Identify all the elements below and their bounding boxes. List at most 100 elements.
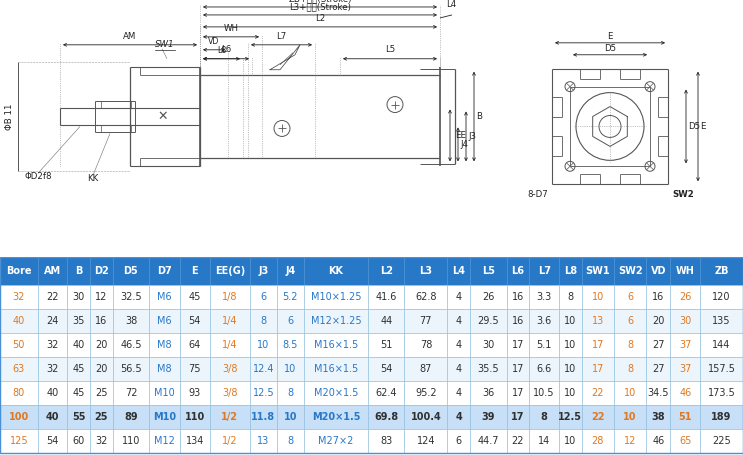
Text: 16: 16 <box>95 316 108 326</box>
Text: 1/8: 1/8 <box>222 292 238 302</box>
Bar <box>304 381 368 405</box>
Text: 77: 77 <box>420 316 432 326</box>
Text: J4: J4 <box>285 266 295 276</box>
Bar <box>447 333 470 357</box>
Text: 30: 30 <box>482 340 495 350</box>
Bar <box>559 285 582 309</box>
Text: SW1: SW1 <box>585 266 610 276</box>
Text: M6: M6 <box>158 292 172 302</box>
Bar <box>210 357 250 381</box>
Bar <box>368 333 404 357</box>
Text: 11.8: 11.8 <box>251 412 276 422</box>
Bar <box>304 309 368 333</box>
Text: 65: 65 <box>679 436 692 446</box>
Text: 8: 8 <box>541 412 548 422</box>
Text: L6: L6 <box>511 266 525 276</box>
Text: 12.5: 12.5 <box>253 388 274 398</box>
Bar <box>507 285 529 309</box>
Bar <box>304 405 368 429</box>
Bar <box>529 405 559 429</box>
Bar <box>614 405 646 429</box>
Text: VD: VD <box>208 37 220 46</box>
Bar <box>113 333 149 357</box>
Bar <box>614 357 646 381</box>
Text: 110: 110 <box>122 436 140 446</box>
Text: 16: 16 <box>512 316 524 326</box>
Text: 157.5: 157.5 <box>707 364 736 374</box>
Bar <box>277 405 304 429</box>
Text: 100.4: 100.4 <box>411 412 441 422</box>
Bar <box>90 381 113 405</box>
Text: 54: 54 <box>380 364 392 374</box>
Text: 38: 38 <box>652 412 665 422</box>
Text: 46: 46 <box>652 436 664 446</box>
Bar <box>113 381 149 405</box>
Text: ZB: ZB <box>714 266 729 276</box>
Bar <box>277 309 304 333</box>
Bar <box>529 381 559 405</box>
Text: 87: 87 <box>420 364 432 374</box>
Text: 6.6: 6.6 <box>536 364 552 374</box>
Text: ΦD2f8: ΦD2f8 <box>25 172 52 181</box>
Text: 69.8: 69.8 <box>374 412 398 422</box>
Bar <box>277 381 304 405</box>
Text: 12.5: 12.5 <box>558 412 583 422</box>
Text: 110: 110 <box>185 412 205 422</box>
Bar <box>67 257 90 285</box>
Text: L7: L7 <box>538 266 551 276</box>
Text: 8: 8 <box>260 316 267 326</box>
Text: M10×1.25: M10×1.25 <box>311 292 361 302</box>
Text: M8: M8 <box>158 364 172 374</box>
Bar <box>0 309 38 333</box>
Text: 4: 4 <box>455 364 462 374</box>
Bar <box>0 257 38 285</box>
Text: 1/4: 1/4 <box>222 316 238 326</box>
Bar <box>404 257 447 285</box>
Text: 10: 10 <box>284 364 296 374</box>
Text: L7: L7 <box>276 32 287 41</box>
Text: 8: 8 <box>287 388 293 398</box>
Text: 8: 8 <box>287 436 293 446</box>
Bar <box>250 381 277 405</box>
Bar <box>470 381 507 405</box>
Bar <box>404 285 447 309</box>
Text: 10: 10 <box>564 364 577 374</box>
Text: 13: 13 <box>257 436 270 446</box>
Text: 189: 189 <box>711 412 732 422</box>
Text: 3.3: 3.3 <box>536 292 552 302</box>
Text: WH: WH <box>676 266 695 276</box>
Bar <box>700 429 743 453</box>
Text: 26: 26 <box>679 292 692 302</box>
Text: 44.7: 44.7 <box>478 436 499 446</box>
Bar <box>38 429 67 453</box>
Text: ΦB 11: ΦB 11 <box>5 103 15 130</box>
Bar <box>404 309 447 333</box>
Text: KK: KK <box>88 174 99 183</box>
Text: 60: 60 <box>73 436 85 446</box>
Text: 34.5: 34.5 <box>648 388 669 398</box>
Bar <box>529 429 559 453</box>
Bar <box>0 381 38 405</box>
Bar <box>614 333 646 357</box>
Text: 124: 124 <box>417 436 435 446</box>
Text: 41.6: 41.6 <box>376 292 397 302</box>
Text: 93: 93 <box>189 388 201 398</box>
Bar <box>149 333 180 357</box>
Text: EE(G): EE(G) <box>215 266 245 276</box>
Bar <box>368 405 404 429</box>
Text: 135: 135 <box>713 316 731 326</box>
Text: 17: 17 <box>512 388 524 398</box>
Bar <box>67 381 90 405</box>
Text: 10: 10 <box>624 388 636 398</box>
Text: 6: 6 <box>287 316 293 326</box>
Bar <box>38 381 67 405</box>
Text: 32: 32 <box>46 340 59 350</box>
Bar <box>113 257 149 285</box>
Text: 17: 17 <box>511 412 525 422</box>
Bar <box>113 285 149 309</box>
Text: B: B <box>476 112 482 121</box>
Text: B: B <box>75 266 82 276</box>
Bar <box>559 257 582 285</box>
Bar <box>90 285 113 309</box>
Text: 54: 54 <box>189 316 201 326</box>
